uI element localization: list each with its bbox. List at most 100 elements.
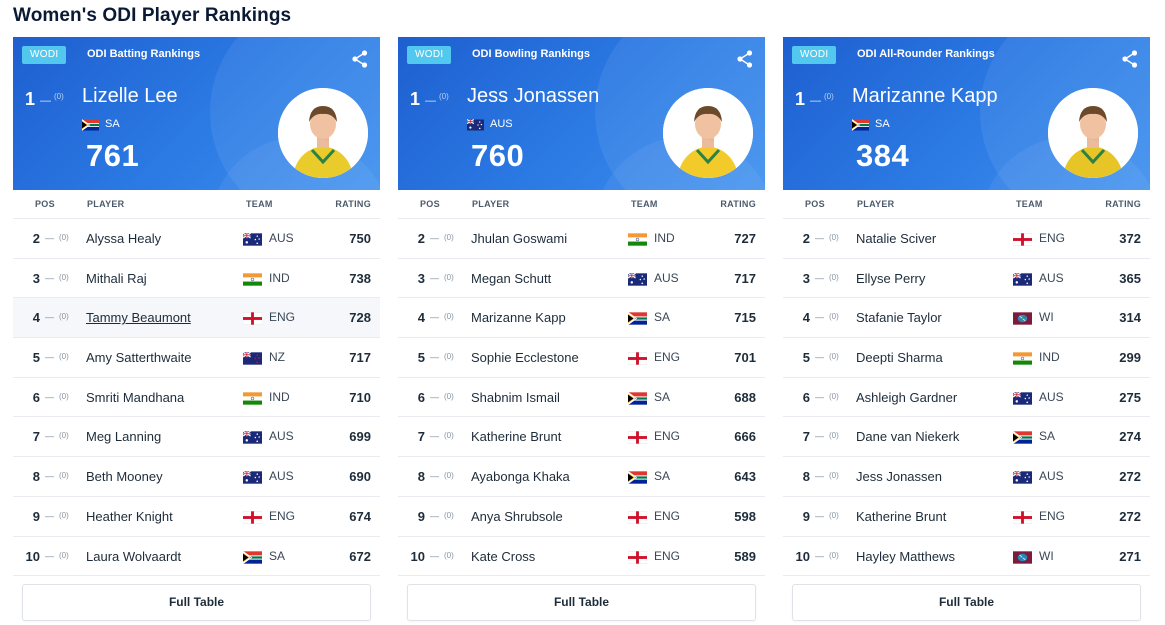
- table-row[interactable]: 4 — (0) Marizanne Kapp SA 715: [398, 298, 765, 339]
- table-row[interactable]: 2 — (0) Natalie Sciver ENG 372: [783, 219, 1150, 259]
- row-position: 4: [802, 310, 810, 326]
- table-row[interactable]: 5 — (0) Amy Satterthwaite NZ 717: [13, 338, 380, 378]
- no-change-icon: —: [45, 550, 54, 561]
- player-photo-icon: [278, 88, 368, 178]
- table-row[interactable]: 7 — (0) Katherine Brunt ENG 666: [398, 417, 765, 458]
- leader-sa-flag-icon: [852, 119, 869, 131]
- row-player-name[interactable]: Jhulan Goswami: [471, 231, 568, 246]
- table-row[interactable]: 4 — (0) Tammy Beaumont ENG 728: [13, 298, 380, 339]
- table-row[interactable]: 3 — (0) Ellyse Perry AUS 365: [783, 259, 1150, 299]
- row-player-name[interactable]: Shabnim Ismail: [471, 389, 560, 405]
- table-header: POS PLAYER TEAM RATING: [398, 190, 765, 219]
- row-team: IND: [654, 231, 675, 245]
- row-player-name[interactable]: Mithali Raj: [86, 270, 147, 286]
- row-player-name[interactable]: Heather Knight: [86, 508, 173, 524]
- row-rating: 727: [734, 231, 756, 246]
- table-row[interactable]: 10 — (0) Kate Cross ENG 589: [398, 537, 765, 577]
- table-row[interactable]: 2 — (0) Jhulan Goswami IND 727: [398, 219, 765, 259]
- row-player-name[interactable]: Ashleigh Gardner: [856, 389, 958, 405]
- row-wi-flag-icon: [1013, 550, 1032, 564]
- row-team: ENG: [654, 350, 681, 365]
- row-change: (0): [59, 352, 69, 362]
- row-player-name[interactable]: Anya Shrubsole: [471, 508, 563, 524]
- no-change-icon: —: [815, 471, 824, 482]
- table-row[interactable]: 10 — (0) Hayley Matthews WI 271: [783, 537, 1150, 577]
- table-row[interactable]: 4 — (0) Stafanie Taylor WI 314: [783, 298, 1150, 339]
- row-player-name[interactable]: Ellyse Perry: [856, 270, 926, 286]
- row-change: (0): [444, 312, 454, 322]
- row-player-name[interactable]: Natalie Sciver: [856, 231, 937, 246]
- table-row[interactable]: 8 — (0) Beth Mooney AUS 690: [13, 457, 380, 497]
- row-change: (0): [444, 431, 454, 441]
- table-row[interactable]: 3 — (0) Mithali Raj IND 738: [13, 259, 380, 299]
- full-table-button[interactable]: Full Table: [792, 584, 1141, 621]
- full-table-button[interactable]: Full Table: [22, 584, 371, 621]
- row-player-name[interactable]: Kate Cross: [471, 548, 536, 564]
- row-player-name[interactable]: Sophie Ecclestone: [471, 350, 579, 366]
- row-team: AUS: [1039, 270, 1064, 285]
- table-row[interactable]: 5 — (0) Sophie Ecclestone ENG 701: [398, 338, 765, 378]
- row-player-name[interactable]: Megan Schutt: [471, 270, 552, 286]
- header-player: PLAYER: [472, 199, 510, 209]
- table-row[interactable]: 3 — (0) Megan Schutt AUS 717: [398, 259, 765, 299]
- row-player-name[interactable]: Hayley Matthews: [856, 548, 955, 564]
- header-team: TEAM: [246, 199, 273, 209]
- leader-name[interactable]: Jess Jonassen: [467, 85, 600, 107]
- leader-card[interactable]: WODI ODI All-Rounder Rankings 1 — (0) Ma…: [783, 37, 1150, 190]
- no-change-icon: —: [430, 391, 439, 402]
- leader-position: 1: [25, 89, 36, 109]
- table-row[interactable]: 6 — (0) Smriti Mandhana IND 710: [13, 378, 380, 418]
- row-player-name[interactable]: Laura Wolvaardt: [86, 548, 182, 564]
- row-team: NZ: [269, 350, 285, 365]
- leader-name[interactable]: Lizelle Lee: [82, 85, 178, 107]
- table-row[interactable]: 7 — (0) Meg Lanning AUS 699: [13, 417, 380, 458]
- row-player-name[interactable]: Tammy Beaumont: [86, 310, 191, 326]
- row-player-name[interactable]: Smriti Mandhana: [86, 389, 185, 405]
- row-player-name[interactable]: Dane van Niekerk: [856, 429, 960, 445]
- row-player-name[interactable]: Jess Jonassen: [856, 469, 942, 485]
- table-row[interactable]: 8 — (0) Jess Jonassen AUS 272: [783, 457, 1150, 497]
- row-player-name[interactable]: Meg Lanning: [86, 429, 162, 445]
- no-change-icon: —: [815, 272, 824, 283]
- leader-name[interactable]: Marizanne Kapp: [852, 85, 998, 107]
- table-row[interactable]: 5 — (0) Deepti Sharma IND 299: [783, 338, 1150, 378]
- row-change: (0): [59, 471, 69, 481]
- no-change-icon: —: [430, 510, 439, 521]
- row-change: (0): [59, 510, 69, 520]
- row-change: (0): [829, 352, 839, 362]
- no-change-icon: —: [815, 233, 824, 243]
- table-row[interactable]: 9 — (0) Heather Knight ENG 674: [13, 497, 380, 537]
- table-row[interactable]: 9 — (0) Anya Shrubsole ENG 598: [398, 497, 765, 537]
- table-row[interactable]: 8 — (0) Ayabonga Khaka SA 643: [398, 457, 765, 497]
- row-sa-flag-icon: [628, 471, 647, 485]
- table-row[interactable]: 2 — (0) Alyssa Healy AUS 750: [13, 219, 380, 259]
- row-player-name[interactable]: Alyssa Healy: [86, 231, 162, 246]
- row-player-name[interactable]: Katherine Brunt: [856, 508, 947, 524]
- table-row[interactable]: 9 — (0) Katherine Brunt ENG 272: [783, 497, 1150, 537]
- table-row[interactable]: 10 — (0) Laura Wolvaardt SA 672: [13, 537, 380, 577]
- row-position: 7: [417, 429, 425, 445]
- share-icon[interactable]: [737, 50, 753, 68]
- row-team: ENG: [654, 508, 681, 523]
- row-rating: 365: [1119, 270, 1141, 286]
- share-icon[interactable]: [352, 50, 368, 68]
- no-change-icon: —: [430, 272, 439, 283]
- share-icon[interactable]: [1122, 50, 1138, 68]
- full-table-button[interactable]: Full Table: [407, 584, 756, 621]
- table-row[interactable]: 6 — (0) Shabnim Ismail SA 688: [398, 378, 765, 418]
- table-row[interactable]: 7 — (0) Dane van Niekerk SA 274: [783, 417, 1150, 458]
- row-team: ENG: [1039, 508, 1066, 523]
- row-player-name[interactable]: Stafanie Taylor: [856, 310, 942, 326]
- row-position: 5: [802, 350, 810, 366]
- row-player-name[interactable]: Beth Mooney: [86, 469, 163, 485]
- leader-card[interactable]: WODI ODI Batting Rankings 1 — (0) Lizell…: [13, 37, 380, 190]
- leader-card[interactable]: WODI ODI Bowling Rankings 1 — (0) Jess J…: [398, 37, 765, 190]
- row-player-name[interactable]: Katherine Brunt: [471, 429, 562, 445]
- row-player-name[interactable]: Deepti Sharma: [856, 350, 943, 366]
- table-row[interactable]: 6 — (0) Ashleigh Gardner AUS 275: [783, 378, 1150, 418]
- row-rating: 372: [1119, 231, 1141, 246]
- row-player-name[interactable]: Marizanne Kapp: [471, 310, 566, 326]
- row-player-name[interactable]: Ayabonga Khaka: [471, 469, 570, 485]
- row-rating: 666: [734, 429, 756, 445]
- row-player-name[interactable]: Amy Satterthwaite: [86, 350, 192, 366]
